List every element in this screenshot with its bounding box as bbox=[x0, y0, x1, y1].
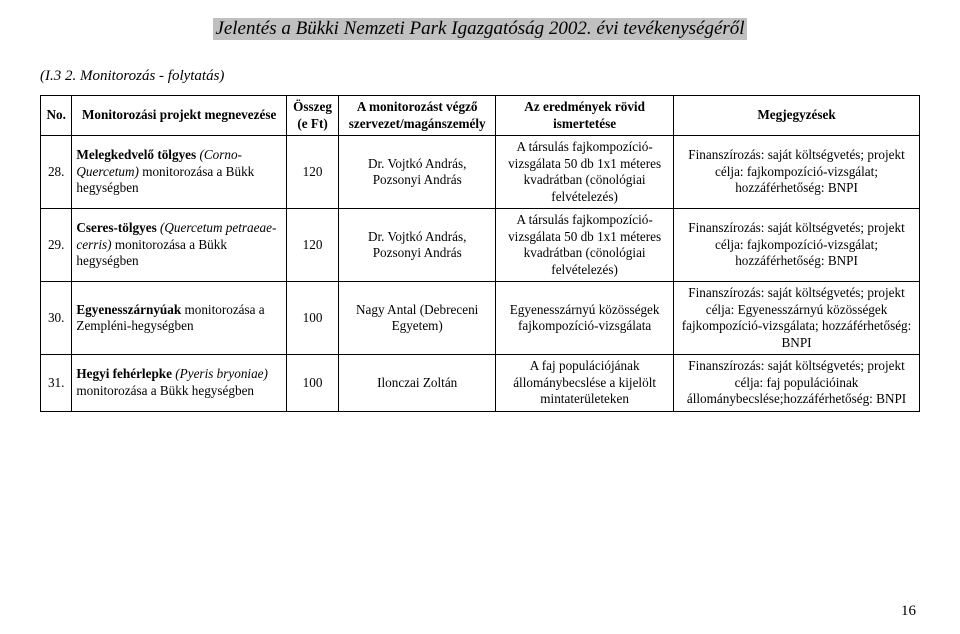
name-bold: Hegyi fehérlepke bbox=[76, 366, 175, 381]
col-header-sum: Összeg (e Ft) bbox=[286, 96, 338, 136]
col-header-name: Monitorozási projekt megnevezése bbox=[72, 96, 287, 136]
name-italic: (Pyeris bryoniae) bbox=[175, 366, 268, 381]
col-header-res: Az eredmények rövid ismertetése bbox=[496, 96, 674, 136]
name-bold: Melegkedvelő tölgyes bbox=[76, 147, 199, 162]
col-header-no: No. bbox=[41, 96, 72, 136]
cell-no: 28. bbox=[41, 136, 72, 209]
cell-res: A társulás fajkompozíció-vizsgálata 50 d… bbox=[496, 136, 674, 209]
cell-note: Finanszírozás: saját költségvetés; proje… bbox=[674, 136, 920, 209]
cell-sum: 120 bbox=[286, 209, 338, 282]
cell-sum: 120 bbox=[286, 136, 338, 209]
table-row: 29. Cseres-tölgyes (Quercetum petraeae-c… bbox=[41, 209, 920, 282]
cell-sum: 100 bbox=[286, 282, 338, 355]
col-header-note: Megjegyzések bbox=[674, 96, 920, 136]
cell-note: Finanszírozás: saját költségvetés; proje… bbox=[674, 355, 920, 412]
cell-name: Egyenesszárnyúak monitorozása a Zempléni… bbox=[72, 282, 287, 355]
cell-no: 29. bbox=[41, 209, 72, 282]
cell-sum: 100 bbox=[286, 355, 338, 412]
name-rest: monitorozása a Bükk hegységben bbox=[76, 383, 254, 398]
cell-org: Ilonczai Zoltán bbox=[339, 355, 496, 412]
cell-name: Cseres-tölgyes (Quercetum petraeae-cerri… bbox=[72, 209, 287, 282]
name-bold: Cseres-tölgyes bbox=[76, 220, 160, 235]
section-continuation-note: (I.3 2. Monitorozás - folytatás) bbox=[40, 68, 920, 85]
doc-title: Jelentés a Bükki Nemzeti Park Igazgatósá… bbox=[213, 18, 746, 40]
cell-no: 31. bbox=[41, 355, 72, 412]
table-row: 31. Hegyi fehérlepke (Pyeris bryoniae) m… bbox=[41, 355, 920, 412]
cell-org: Dr. Vojtkó András, Pozsonyi András bbox=[339, 136, 496, 209]
cell-res: A faj populációjának állománybecslése a … bbox=[496, 355, 674, 412]
cell-note: Finanszírozás: saját költségvetés; proje… bbox=[674, 282, 920, 355]
cell-no: 30. bbox=[41, 282, 72, 355]
table-row: 28. Melegkedvelő tölgyes (Corno-Quercetu… bbox=[41, 136, 920, 209]
cell-name: Melegkedvelő tölgyes (Corno-Quercetum) m… bbox=[72, 136, 287, 209]
cell-res: A társulás fajkompozíció-vizsgálata 50 d… bbox=[496, 209, 674, 282]
name-bold: Egyenesszárnyúak bbox=[76, 302, 184, 317]
cell-name: Hegyi fehérlepke (Pyeris bryoniae) monit… bbox=[72, 355, 287, 412]
table-header-row: No. Monitorozási projekt megnevezése Öss… bbox=[41, 96, 920, 136]
monitoring-table: No. Monitorozási projekt megnevezése Öss… bbox=[40, 95, 920, 412]
col-header-org: A monitorozást végző szervezet/magánszem… bbox=[339, 96, 496, 136]
cell-note: Finanszírozás: saját költségvetés; proje… bbox=[674, 209, 920, 282]
table-row: 30. Egyenesszárnyúak monitorozása a Zemp… bbox=[41, 282, 920, 355]
cell-res: Egyenesszárnyú közösségek fajkompozíció-… bbox=[496, 282, 674, 355]
cell-org: Nagy Antal (Debreceni Egyetem) bbox=[339, 282, 496, 355]
cell-org: Dr. Vojtkó András, Pozsonyi András bbox=[339, 209, 496, 282]
page-number: 16 bbox=[901, 603, 916, 620]
